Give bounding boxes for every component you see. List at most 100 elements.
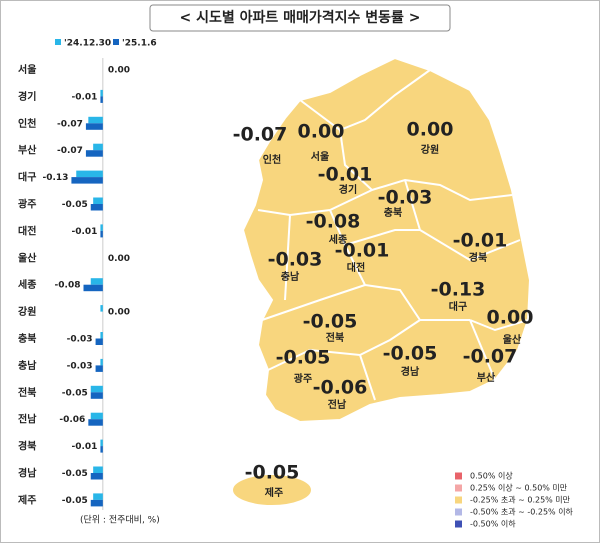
bar [100,224,103,231]
value-label: -0.01 [71,92,97,102]
y-tick-label: 대구 [18,171,36,184]
value-label: -0.05 [62,496,88,506]
value-label: -0.05 [62,469,88,479]
map-value: -0.03 [268,249,323,271]
legend-swatch [113,39,119,45]
y-tick-label: 울산 [18,251,37,264]
bar [85,123,103,130]
bar [100,439,103,447]
map-region: 전남 [328,398,347,411]
map-value: -0.03 [378,187,433,209]
bar [71,177,103,184]
map-value: -0.05 [383,343,438,365]
map-region: 경남 [401,365,420,378]
value-label: -0.07 [57,146,83,156]
value-label: -0.07 [57,119,83,129]
bar [90,204,103,211]
y-tick-label: 서울 [18,63,36,76]
value-label: -0.05 [62,388,88,398]
map-legend-label: -0.50% 초과 ~ -0.25% 이하 [470,507,574,517]
y-tick-label: 전남 [18,413,37,426]
y-tick-label: 충북 [18,332,36,345]
bar [90,278,103,285]
map-legend-label: -0.50% 이하 [470,519,516,529]
y-tick-label: 인천 [18,117,36,130]
bar [100,96,103,103]
bar [100,89,103,97]
bar [90,473,103,480]
bar [90,392,103,399]
value-label: -0.08 [55,281,81,291]
value-label: -0.01 [71,227,97,237]
y-tick-label: 부산 [18,144,37,157]
map-region: 전북 [326,331,344,344]
map-legend-swatch [455,496,462,504]
y-tick-label: 강원 [18,305,36,318]
map-legend-label: -0.25% 초과 ~ 0.25% 미만 [470,496,571,505]
bar [95,338,103,345]
y-tick-label: 대전 [18,224,36,237]
bar [100,332,103,339]
bar [100,358,103,366]
y-tick-label: 제주 [18,493,36,506]
bar [100,305,103,312]
chart-title: < 시도별 아파트 매매가격지수 변동률 > [179,9,420,26]
map-value: -0.07 [463,346,518,368]
value-label: -0.03 [67,335,93,345]
map-legend-label: 0.25% 이상 ~ 0.50% 미만 [470,483,568,493]
bar [93,493,103,500]
bar [88,419,103,426]
legend-swatch [55,39,61,45]
bar [90,412,103,420]
map-region: 울산 [503,333,522,346]
legend-label: '24.12.30 [64,39,111,49]
map-legend-swatch [455,472,462,480]
y-tick-label: 충남 [18,359,37,372]
map-value: -0.01 [318,164,373,186]
map-value: -0.06 [313,377,368,399]
y-tick-label: 전북 [18,386,36,399]
map-value: 0.00 [298,121,345,143]
map-value: -0.07 [233,124,288,146]
map-region: 서울 [311,150,329,163]
bar [95,365,103,372]
map-region: 제주 [265,486,283,499]
map-value: -0.13 [431,279,486,301]
y-tick-label: 경기 [18,90,36,103]
bar [90,385,103,393]
unit-note: (단위 : 전주대비, %) [80,515,160,526]
legend-label: '25.1.6 [122,39,157,49]
value-label: -0.01 [71,442,97,452]
y-tick-label: 경남 [18,467,37,480]
map-value: 0.00 [487,307,534,329]
value-label: 0.00 [108,254,130,264]
map [231,56,532,507]
map-region: 광주 [294,373,312,385]
value-label: 0.00 [108,308,130,318]
value-label: -0.03 [67,361,93,371]
y-tick-label: 경북 [18,440,36,453]
map-region: 강원 [421,143,439,156]
map-legend-swatch [455,508,462,516]
value-label: -0.05 [62,200,88,210]
map-value: -0.05 [303,311,358,333]
map-region: 경북 [469,251,487,264]
bar [88,116,103,124]
map-value: -0.05 [245,462,300,484]
map-region: 인천 [263,153,281,166]
map-region: 세종 [329,233,347,246]
map-region: 충남 [281,270,300,283]
region-borders [257,69,529,401]
map-value: -0.05 [276,347,331,369]
title-box [149,4,451,32]
jeju-island [231,473,313,507]
map-value: -0.01 [335,240,390,262]
map-region: 대구 [449,300,467,313]
bar [93,197,103,204]
y-tick-label: 광주 [18,199,36,211]
map-region: 대전 [347,261,365,274]
bar [85,150,103,157]
bar [100,446,103,453]
map-legend-label: 0.50% 이상 [470,471,513,481]
